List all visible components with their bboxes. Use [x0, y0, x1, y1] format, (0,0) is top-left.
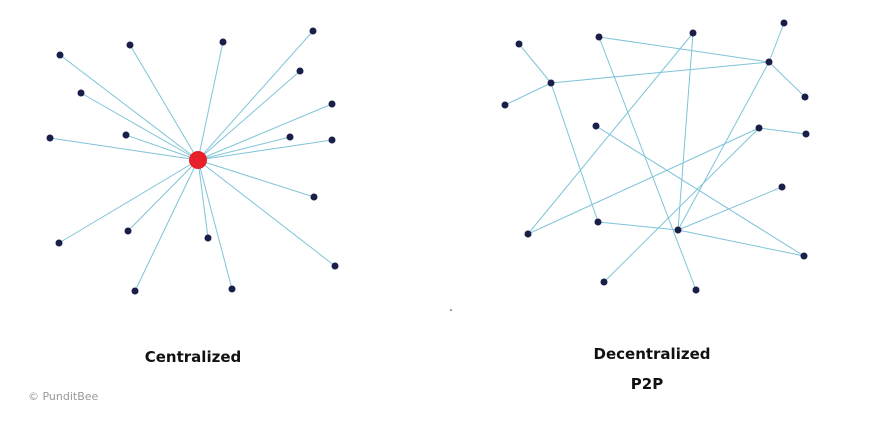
centralized-network [46, 27, 339, 295]
decentralized-network [501, 19, 810, 294]
p2p-label: P2P [631, 375, 663, 393]
central-node [189, 151, 207, 169]
centralized-label: Centralized [145, 348, 241, 366]
decentralized-label: Decentralized [594, 345, 711, 363]
watermark: © PunditBee [28, 390, 99, 403]
dot [450, 309, 452, 311]
